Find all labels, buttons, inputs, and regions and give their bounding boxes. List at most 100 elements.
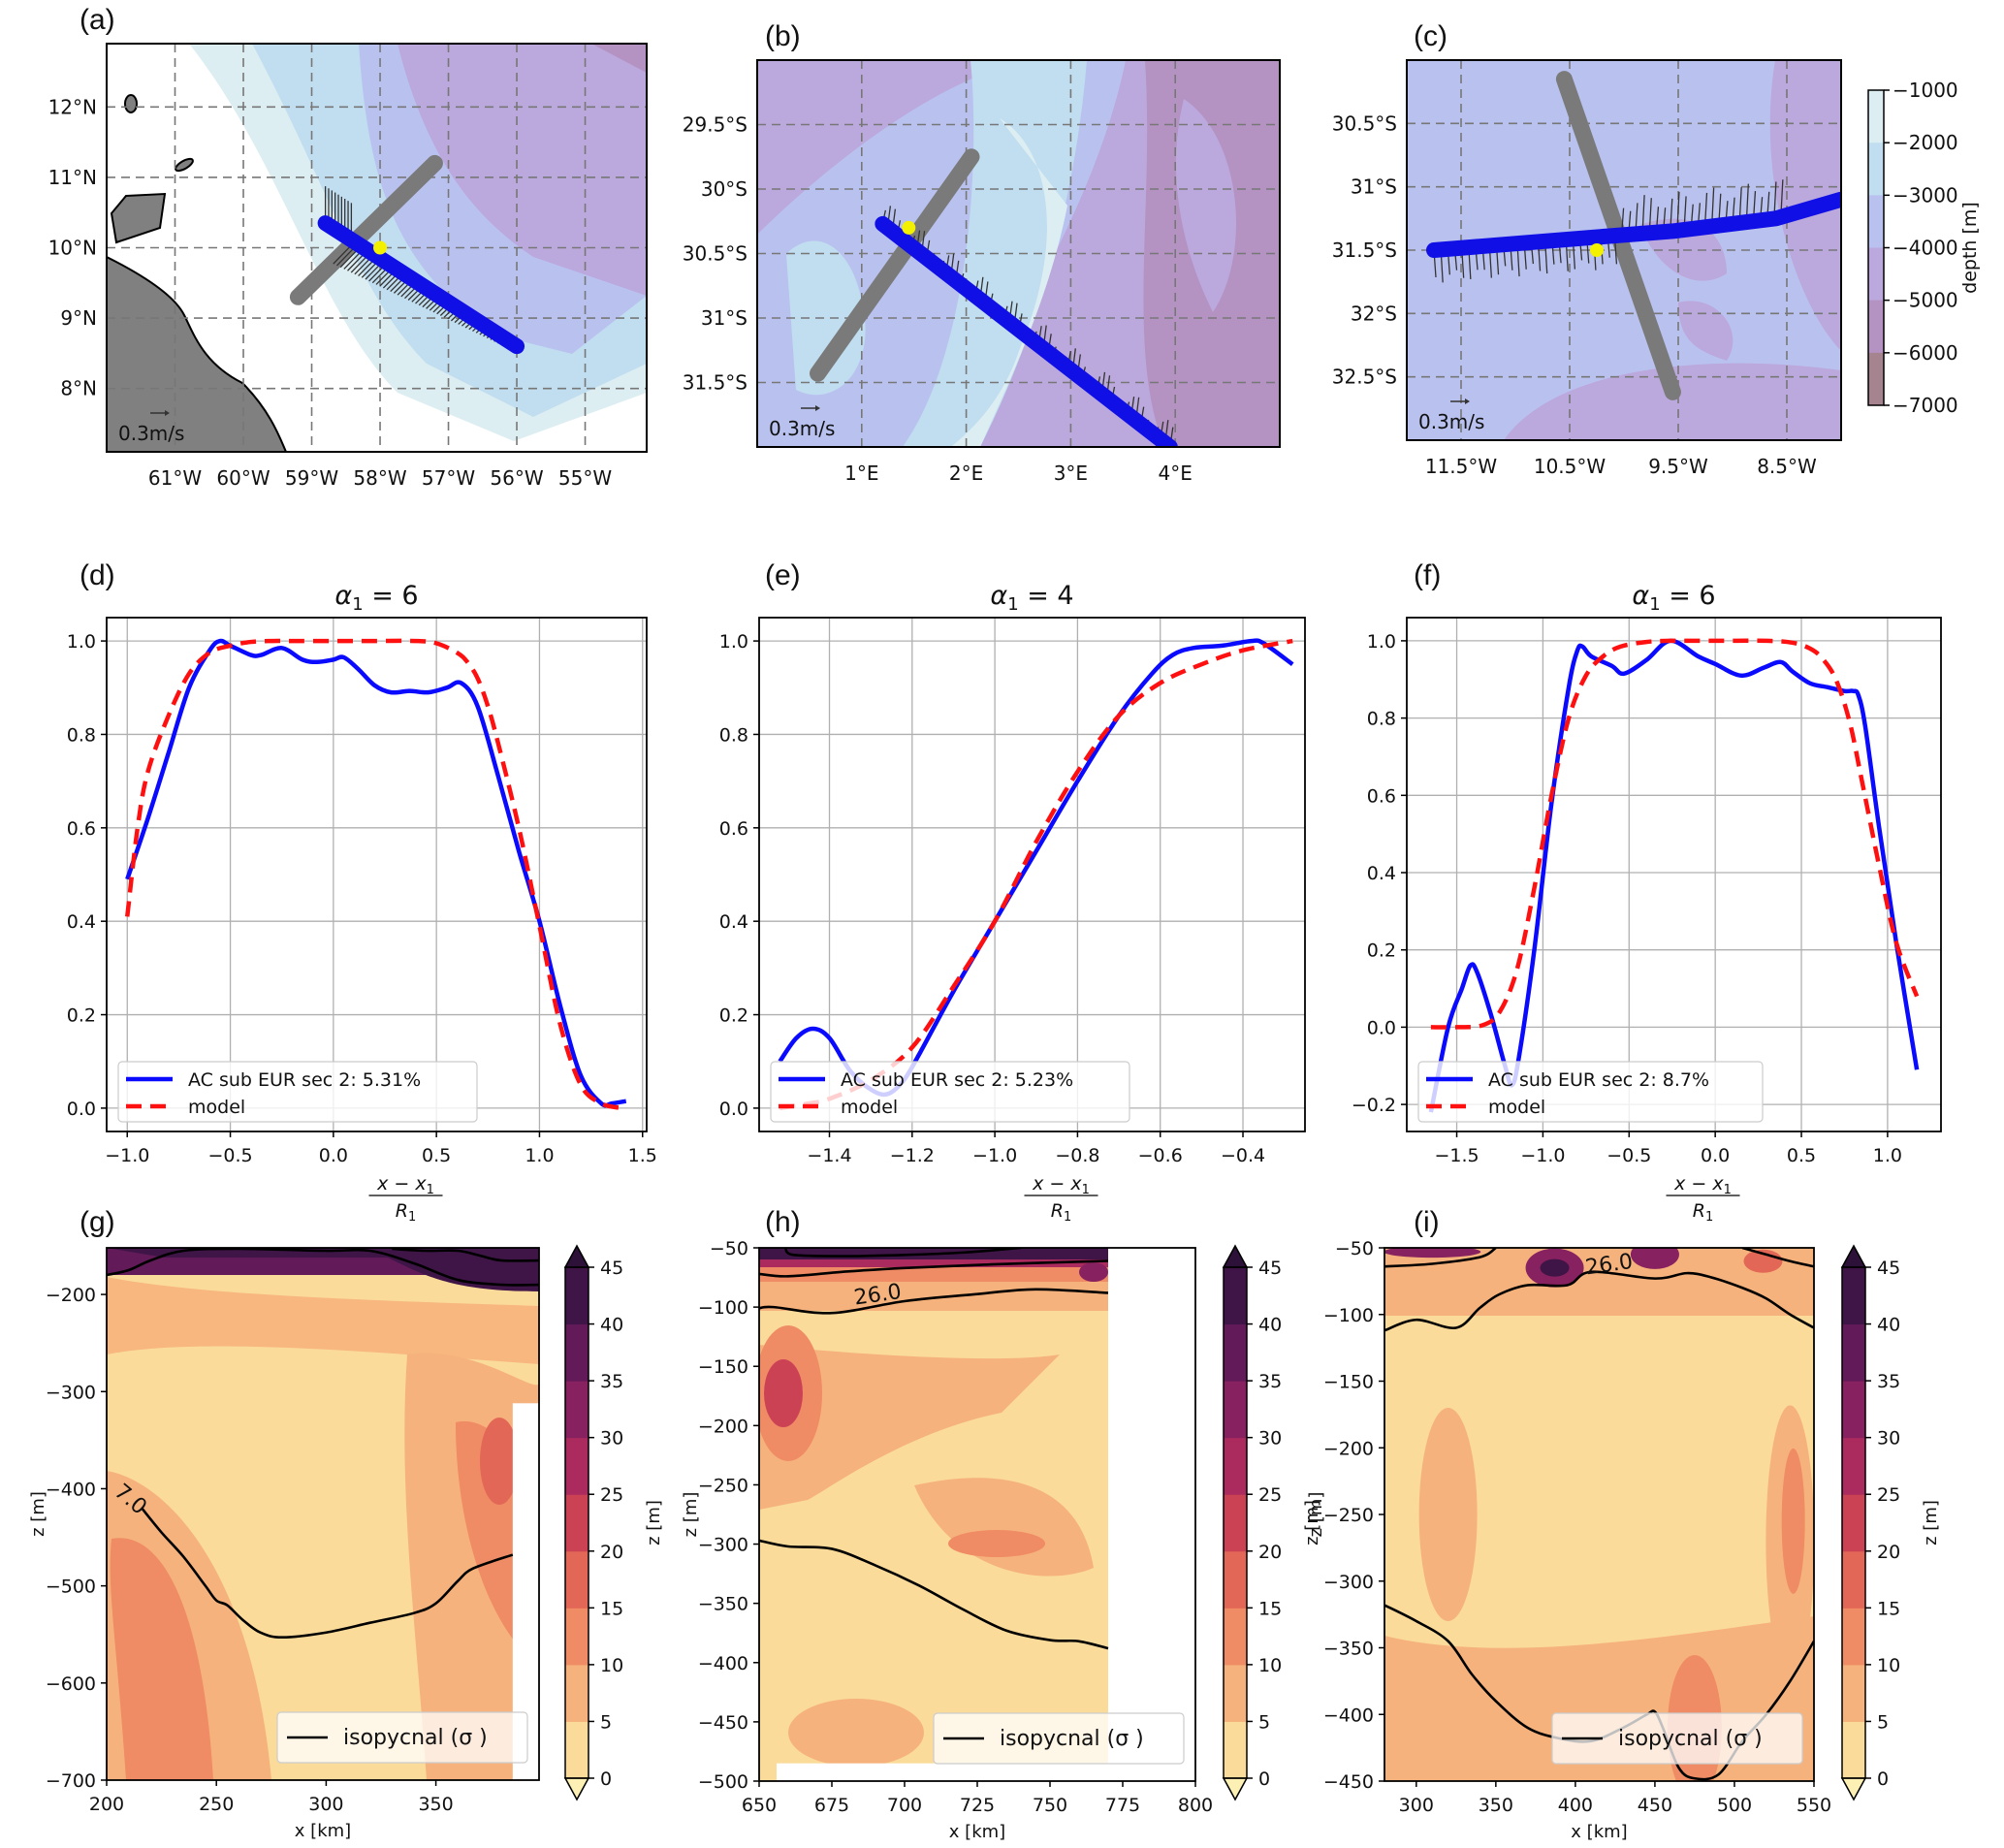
x-tick-label: 350 [418, 1794, 453, 1815]
legend-isopycnal-label: isopycnal (σ ) [1618, 1727, 1763, 1751]
colorbar-extend-min-icon [563, 1777, 590, 1801]
y-tick-label: 29.5°S [683, 113, 748, 137]
series-observed-line [778, 638, 1294, 1098]
chart-title: α1 = 4 [990, 581, 1073, 615]
legend-box [117, 1061, 478, 1123]
colorbar-swatch [565, 1664, 588, 1722]
isopycnal-line [392, 1248, 539, 1262]
y-tick-label: 10°N [48, 237, 97, 260]
y-axis-label: z [m] [28, 1491, 48, 1537]
scale-arrow-label: 0.3m/s [118, 422, 184, 445]
x-tick-label: 8.5°W [1757, 455, 1817, 478]
y-axis-label: z [m] [1306, 1492, 1326, 1538]
colorbar-swatch [1842, 1323, 1865, 1382]
landmass-island [124, 94, 138, 113]
map-b-plot-area: 0.3m/s [757, 60, 1280, 447]
colorbar-extend-min-icon [1222, 1777, 1249, 1801]
depth-band-1000 [951, 118, 1067, 447]
colorbar-swatch [1224, 1664, 1247, 1722]
contour-region-5-10 [788, 1699, 924, 1767]
center-point [902, 220, 916, 235]
isopycnal-line [107, 1248, 539, 1287]
x-tick-label: 400 [1558, 1795, 1593, 1816]
colorbar-tick-label: 35 [1258, 1371, 1282, 1392]
x-tick-label: 4°E [1159, 462, 1193, 485]
y-tick-label: −200 [1323, 1438, 1374, 1459]
y-tick-label: 30°S [701, 177, 748, 201]
isopycnal-line [141, 1507, 514, 1640]
colorbar-label: z [m] [1302, 1500, 1322, 1545]
x-tick-label: 0.0 [319, 1145, 348, 1166]
x-tick-label: 56°W [490, 466, 543, 490]
landmass-tobago [175, 157, 194, 173]
chart-e-plot-area [759, 618, 1305, 1131]
axes-frame [758, 617, 1306, 1132]
x-axis-label-numerator: x − x1 [376, 1173, 434, 1197]
colorbar-swatch [565, 1267, 588, 1325]
y-tick-label: −450 [698, 1712, 748, 1734]
axes-frame [1406, 59, 1842, 441]
x-tick-label: 1.0 [1873, 1145, 1902, 1166]
y-tick-label: 0.0 [719, 1099, 748, 1120]
chart-f-plot-area [1407, 618, 1941, 1131]
colorbar-swatch [565, 1550, 588, 1609]
colorbar-swatch [1842, 1608, 1865, 1666]
colorbar-tick-label: −4000 [1893, 237, 1958, 260]
panel-label: (i) [1414, 1206, 1440, 1238]
series-observed-line [125, 638, 627, 1108]
x-tick-label: 1.5 [628, 1145, 657, 1166]
contour-region-15-20 [480, 1418, 519, 1505]
y-tick-label: 0.6 [1367, 785, 1396, 807]
axes-frame [106, 617, 648, 1132]
depth-band-4000-patch [1175, 99, 1236, 312]
panel-label: (g) [80, 1206, 115, 1238]
chart-title: α1 = 6 [334, 581, 418, 615]
colorbar-tick-label: −2000 [1893, 131, 1958, 154]
y-tick-label: 0.2 [719, 1005, 748, 1027]
colorbar-swatch [1868, 90, 1884, 143]
cross-section-line [810, 148, 980, 382]
depth-band-4000-south [1504, 363, 1841, 440]
y-tick-label: 0.0 [1367, 1017, 1396, 1038]
scale-arrowhead-icon [815, 405, 820, 411]
colorbar-swatch [1842, 1267, 1865, 1325]
colorbar-tick-label: −5000 [1893, 289, 1958, 312]
colorbar-swatch [1224, 1267, 1247, 1325]
y-tick-label: −50 [1335, 1238, 1374, 1259]
y-tick-label: 31°S [1351, 175, 1397, 199]
colorbar-tick-label: 10 [1877, 1655, 1900, 1676]
colorbar-swatch [1224, 1381, 1247, 1439]
colorbar-tick-label: −1000 [1893, 79, 1958, 102]
x-tick-label: 59°W [285, 466, 338, 490]
colorbar-label: depth [m] [1959, 202, 1981, 294]
x-tick-label: 1.0 [525, 1145, 554, 1166]
y-tick-label: 31.5°S [683, 371, 748, 395]
x-tick-label: 650 [742, 1795, 777, 1816]
x-tick-label: 10.5°W [1534, 455, 1606, 478]
legend-isopycnal-label: isopycnal (σ ) [343, 1726, 488, 1750]
contour-region-10-15 [110, 1538, 213, 1780]
x-tick-label: 9.5°W [1648, 455, 1708, 478]
y-tick-label: −200 [698, 1416, 748, 1437]
section-i-plot-area: 26.0 [1384, 1248, 1814, 1781]
contour-region-10-15 [948, 1530, 1045, 1557]
isopycnal-line [759, 1259, 1109, 1278]
y-tick-label: −350 [698, 1594, 748, 1615]
legend-box [933, 1712, 1185, 1765]
x-tick-label: −0.8 [1055, 1145, 1099, 1166]
landmass-trinidad [110, 192, 167, 244]
x-tick-label: −1.0 [1520, 1145, 1565, 1166]
colorbar-swatch [1868, 195, 1884, 248]
colorbar-swatch [1868, 247, 1884, 302]
axes-frame [756, 59, 1281, 448]
y-tick-label: 1.0 [1367, 631, 1396, 653]
center-point [1590, 243, 1604, 257]
x-axis-label-denominator: R1 [1693, 1200, 1713, 1225]
legend-observed-label: AC sub EUR sec 2: 8.7% [1488, 1069, 1709, 1091]
colorbar-tick-label: 20 [1877, 1542, 1900, 1563]
colorbar-swatch [565, 1494, 588, 1552]
y-tick-label: −300 [46, 1382, 96, 1403]
isopycnal-line [783, 1248, 1022, 1258]
legend-box [1417, 1061, 1764, 1123]
